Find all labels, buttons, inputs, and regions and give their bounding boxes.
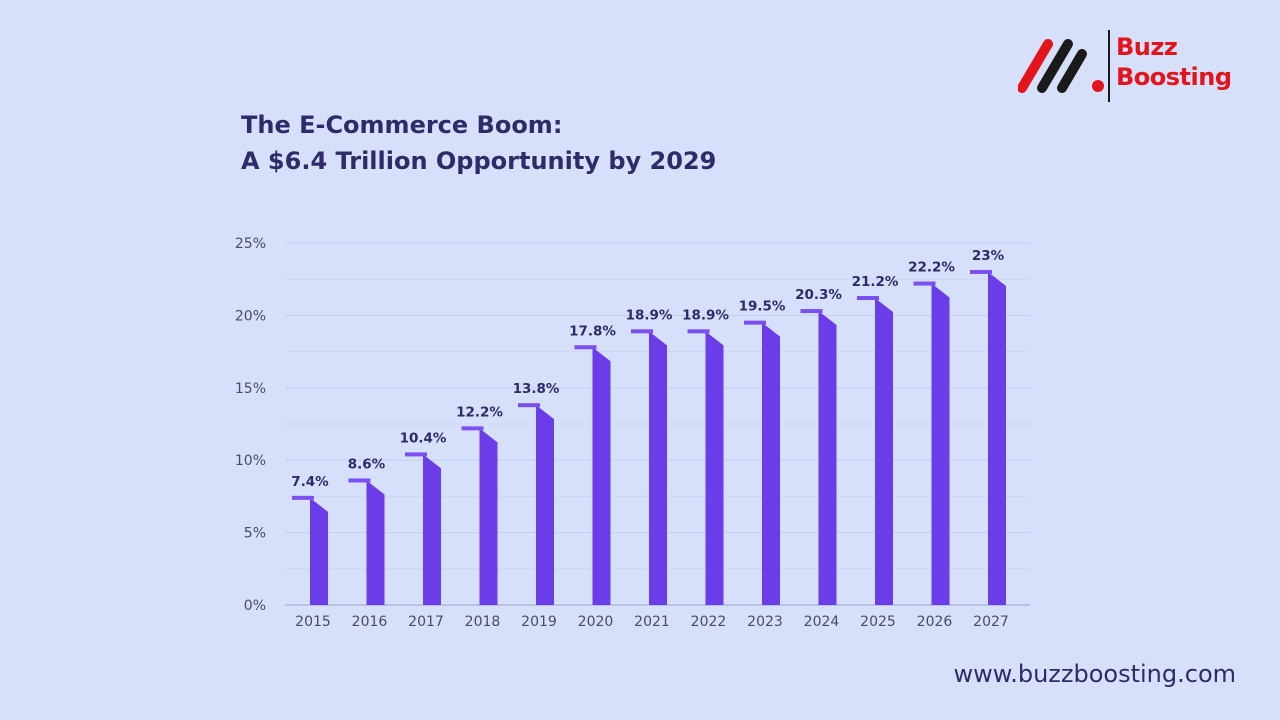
x-tick-label: 2021 <box>634 614 670 630</box>
x-tick-label: 2020 <box>578 614 614 630</box>
bar <box>705 331 724 605</box>
bar-cap <box>518 403 540 408</box>
bar-cap <box>970 269 992 274</box>
x-tick-label: 2022 <box>691 614 727 630</box>
data-label: 18.9% <box>626 307 673 323</box>
x-tick-label: 2019 <box>521 614 557 630</box>
title-line-1: The E-Commerce Boom: <box>241 111 563 139</box>
brand-name-line-2: Boosting <box>1116 63 1232 91</box>
logo-divider <box>1108 30 1110 102</box>
data-label: 20.3% <box>795 287 842 303</box>
bar <box>536 405 554 605</box>
chart-title: The E-Commerce Boom: A $6.4 Trillion Opp… <box>241 107 716 179</box>
bar <box>310 497 328 605</box>
y-tick-label: 0% <box>244 598 266 614</box>
data-label: 12.2% <box>456 404 503 420</box>
bar <box>875 298 893 605</box>
data-label: 7.4% <box>291 474 329 490</box>
brand-logo: Buzz Boosting <box>1018 28 1248 108</box>
x-tick-label: 2018 <box>465 614 501 630</box>
brand-name: Buzz Boosting <box>1116 32 1232 92</box>
y-tick-label: 5% <box>244 526 266 542</box>
data-label: 17.8% <box>569 323 616 339</box>
website-url: www.buzzboosting.com <box>953 660 1236 688</box>
bar-cap <box>461 426 484 431</box>
x-tick-label: 2017 <box>408 614 444 630</box>
bar-cap <box>574 345 597 350</box>
bar-cap <box>631 329 653 334</box>
bar <box>931 283 950 605</box>
bar <box>366 480 385 605</box>
bar-cap <box>800 309 823 314</box>
x-tick-label: 2023 <box>747 614 783 630</box>
brand-name-line-1: Buzz <box>1116 33 1178 61</box>
data-label: 10.4% <box>400 430 447 446</box>
data-label: 18.9% <box>682 307 729 323</box>
data-label: 13.8% <box>513 381 560 397</box>
bar-cap <box>405 452 427 457</box>
data-label: 19.5% <box>739 299 786 315</box>
bar <box>479 428 498 605</box>
bar <box>592 347 611 605</box>
y-tick-label: 10% <box>235 453 266 469</box>
data-label: 23% <box>972 248 1005 264</box>
x-tick-label: 2026 <box>917 614 953 630</box>
bar-cap <box>348 478 371 483</box>
x-tick-label: 2015 <box>295 614 331 630</box>
bar-cap <box>857 296 879 301</box>
data-label: 21.2% <box>852 274 899 290</box>
x-tick-label: 2024 <box>804 614 840 630</box>
x-tick-label: 2027 <box>973 614 1009 630</box>
y-tick-label: 15% <box>235 381 266 397</box>
x-tick-label: 2016 <box>352 614 388 630</box>
data-label: 8.6% <box>348 456 386 472</box>
bar <box>818 311 837 605</box>
y-tick-label: 25% <box>235 236 266 252</box>
title-line-2: A $6.4 Trillion Opportunity by 2029 <box>241 147 717 175</box>
bar-cap <box>687 329 710 334</box>
data-label: 22.2% <box>908 260 955 276</box>
bar-cap <box>913 281 936 286</box>
bar-cap <box>744 320 766 325</box>
bar-cap <box>292 495 314 500</box>
brand-logo-mark-icon <box>1018 39 1104 93</box>
bar <box>649 331 667 605</box>
bar <box>762 322 780 605</box>
x-tick-label: 2025 <box>860 614 896 630</box>
bar <box>988 271 1006 605</box>
bar <box>423 454 441 605</box>
y-tick-label: 20% <box>235 308 266 324</box>
